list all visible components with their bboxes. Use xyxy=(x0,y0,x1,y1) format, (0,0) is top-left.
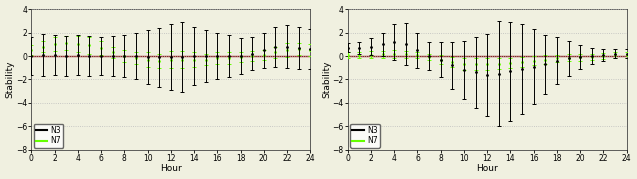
Y-axis label: Stability: Stability xyxy=(6,61,15,98)
X-axis label: Hour: Hour xyxy=(160,165,182,173)
Y-axis label: Stability: Stability xyxy=(322,61,331,98)
X-axis label: Hour: Hour xyxy=(476,165,498,173)
Legend: N3, N7: N3, N7 xyxy=(34,124,63,148)
Legend: N3, N7: N3, N7 xyxy=(350,124,380,148)
